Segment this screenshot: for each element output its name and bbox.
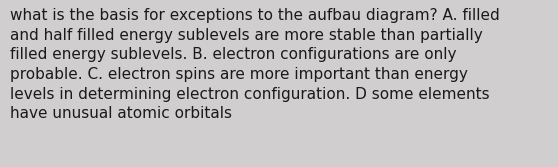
Text: what is the basis for exceptions to the aufbau diagram? A. filled
and half fille: what is the basis for exceptions to the …	[10, 8, 500, 121]
